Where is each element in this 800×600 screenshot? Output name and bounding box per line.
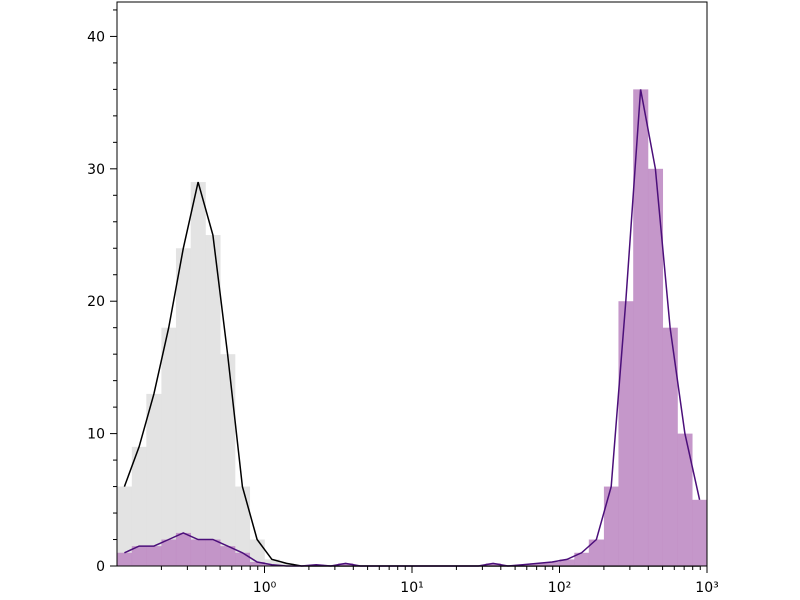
histogram-bar (574, 552, 590, 566)
histogram-bar (264, 559, 280, 566)
histogram-bar (175, 248, 192, 566)
x-tick-label: 10³ (695, 580, 718, 596)
histogram-bar (677, 433, 693, 566)
histogram-bar (618, 301, 634, 566)
histogram-bar (146, 393, 162, 566)
histogram-bar (131, 446, 147, 566)
histogram-bar (662, 327, 678, 566)
histogram-bar (235, 486, 251, 566)
histogram-bar (205, 539, 221, 566)
histogram-bar (175, 532, 192, 566)
y-tick-label: 20 (87, 294, 105, 310)
histogram-bar (338, 563, 354, 566)
histogram-bar (117, 486, 133, 566)
y-tick-label: 10 (87, 427, 105, 443)
y-tick-label: 30 (87, 162, 105, 178)
x-tick-label: 10² (548, 580, 571, 596)
histogram-bar (220, 546, 236, 566)
histogram-bar (544, 562, 560, 566)
histogram-bar (633, 89, 649, 566)
histogram-bar (559, 559, 575, 566)
x-tick-label: 10¹ (400, 580, 423, 596)
histogram-bar (131, 546, 147, 566)
histogram-bar (530, 563, 546, 566)
x-tick-label: 10⁰ (253, 580, 277, 596)
y-tick-label: 0 (96, 559, 105, 575)
histogram-bar (235, 552, 251, 566)
histogram-bar (205, 235, 221, 566)
histogram-bar (190, 182, 206, 566)
histogram-bar (117, 552, 133, 566)
histogram-bar (190, 539, 206, 566)
histogram-bar (249, 562, 265, 566)
y-tick-label: 40 (87, 29, 105, 45)
histogram-bar (485, 563, 501, 566)
histogram-bar (692, 499, 708, 566)
histogram-bar (588, 539, 605, 566)
histogram-bar (647, 168, 664, 566)
histogram-bar (146, 546, 162, 566)
histogram-bar (161, 539, 177, 566)
histogram-bar (603, 486, 619, 566)
histogram-bar (220, 354, 236, 566)
histogram-bar (161, 327, 177, 566)
histogram-bar (279, 563, 295, 566)
